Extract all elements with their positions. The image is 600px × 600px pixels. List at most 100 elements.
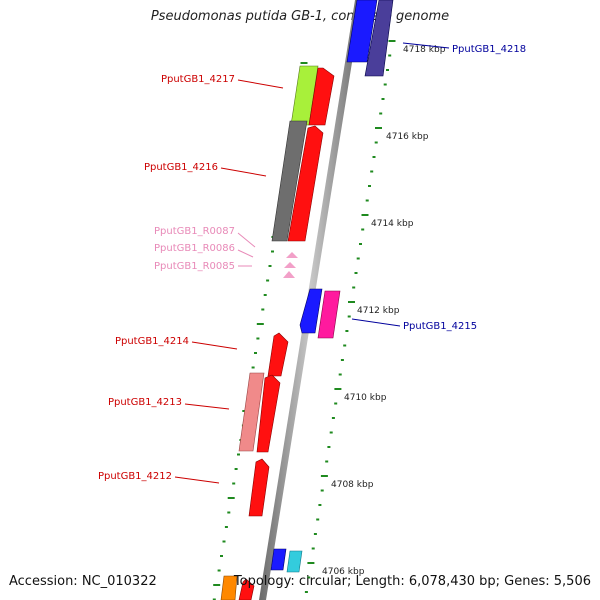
scale-tick xyxy=(320,489,324,492)
gene-label-4215[interactable]: PputGB1_4215 xyxy=(403,321,477,332)
scale-tick xyxy=(300,62,308,64)
scale-tick xyxy=(251,366,255,369)
scale-tick xyxy=(325,460,329,463)
gene-arrow-4218-blue[interactable] xyxy=(346,0,378,63)
scale-tick xyxy=(261,308,265,311)
accession-text: Accession: NC_010322 xyxy=(9,574,157,589)
scale-tick xyxy=(368,185,371,187)
scale-labels: 4718 kbp 4716 kbp 4714 kbp 4712 kbp 4710… xyxy=(322,45,446,577)
scale-tick xyxy=(307,562,315,564)
gene-arrow-4214-red[interactable] xyxy=(267,332,289,377)
scale-tick xyxy=(237,453,240,456)
gene-arrow-bottom-cyan[interactable] xyxy=(286,550,303,573)
gene-label-r0085[interactable]: PputGB1_R0085 xyxy=(154,261,235,272)
gene-label-4218[interactable]: PputGB1_4218 xyxy=(452,44,526,55)
scale-tick xyxy=(375,127,382,129)
gene-features xyxy=(220,0,394,600)
scale-tick xyxy=(347,315,351,318)
scale-tick xyxy=(365,199,369,202)
scale-tick xyxy=(370,170,374,173)
scale-tick xyxy=(217,569,221,572)
scale-tick xyxy=(271,250,274,253)
scale-tick xyxy=(372,156,376,158)
scale-tick xyxy=(327,446,331,448)
scale-tick xyxy=(334,402,338,405)
gene-arrow-bottom-orange[interactable] xyxy=(220,575,238,600)
gene-arrow-4216-red[interactable] xyxy=(287,125,324,242)
scale-tick xyxy=(334,388,342,390)
gene-label-4213[interactable]: PputGB1_4213 xyxy=(108,397,182,408)
scale-tick xyxy=(313,533,317,535)
scale-tick xyxy=(227,511,231,514)
scale-label: 4710 kbp xyxy=(344,393,387,403)
scale-tick xyxy=(348,301,355,303)
scale-tick xyxy=(361,214,369,216)
scale-tick xyxy=(266,279,270,282)
gene-arrow-bottom-red[interactable] xyxy=(238,578,255,600)
scale-tick xyxy=(222,540,226,543)
scale-tick xyxy=(254,352,257,354)
gene-trna-r0085[interactable] xyxy=(283,271,295,278)
scale-tick xyxy=(356,257,360,260)
scale-tick xyxy=(343,344,347,347)
gene-label-r0087[interactable]: PputGB1_R0087 xyxy=(154,226,235,237)
gene-label-4214[interactable]: PputGB1_4214 xyxy=(115,336,189,347)
scale-tick xyxy=(354,272,358,274)
gene-arrow-4215-pink[interactable] xyxy=(317,290,341,339)
scale-label: 4716 kbp xyxy=(386,132,429,142)
gene-arrow-bottom-blue[interactable] xyxy=(270,548,287,571)
scale-tick xyxy=(329,431,333,434)
gene-labels: PputGB1_4218 PputGB1_4217 PputGB1_4216 P… xyxy=(98,44,526,482)
scale-tick xyxy=(318,504,322,506)
scale-tick xyxy=(374,141,378,144)
leader-lines xyxy=(174,42,450,484)
summary-text: Topology: circular; Length: 6,078,430 bp… xyxy=(233,574,591,589)
gene-label-4212[interactable]: PputGB1_4212 xyxy=(98,471,172,482)
gene-label-4216[interactable]: PputGB1_4216 xyxy=(144,162,218,173)
scale-tick xyxy=(234,468,238,470)
scale-label: 4714 kbp xyxy=(371,219,414,229)
scale-tick xyxy=(379,112,383,115)
scale-tick xyxy=(388,40,396,42)
scale-tick xyxy=(311,547,315,550)
scale-tick xyxy=(220,555,223,557)
gene-arrow-4216-gray[interactable] xyxy=(271,120,308,242)
gene-trna-r0087[interactable] xyxy=(286,252,298,258)
scale-tick xyxy=(338,373,342,376)
scale-tick xyxy=(227,497,235,499)
gene-trna-r0086[interactable] xyxy=(284,262,296,268)
scale-tick xyxy=(316,518,320,521)
scale-tick xyxy=(388,54,392,57)
scale-tick xyxy=(331,417,335,419)
scale-tick xyxy=(224,526,228,528)
gene-arrow-4213-red[interactable] xyxy=(256,374,281,453)
scale-tick xyxy=(381,98,385,100)
gene-label-4217[interactable]: PputGB1_4217 xyxy=(161,74,235,85)
scale-label: 4712 kbp xyxy=(357,306,400,316)
scale-tick xyxy=(386,69,389,71)
gene-arrow-4213-salmon[interactable] xyxy=(238,372,265,452)
scale-tick xyxy=(361,228,365,231)
scale-tick xyxy=(256,337,260,340)
scale-label: 4718 kbp xyxy=(403,45,446,55)
scale-tick xyxy=(304,591,308,593)
scale-tick xyxy=(340,359,344,361)
scale-tick xyxy=(359,243,362,245)
gene-arrow-4217-red[interactable] xyxy=(308,67,335,126)
gene-arrow-4215-blue[interactable] xyxy=(299,288,323,334)
scale-label: 4708 kbp xyxy=(331,480,374,490)
scale-tick xyxy=(256,323,264,325)
scale-label: 4706 kbp xyxy=(322,567,365,577)
scale-tick xyxy=(352,286,356,289)
gene-arrow-4218-navy[interactable] xyxy=(364,0,394,77)
scale-tick xyxy=(307,576,311,579)
gene-label-r0086[interactable]: PputGB1_R0086 xyxy=(154,243,235,254)
scale-tick xyxy=(212,598,216,600)
scale-tick xyxy=(232,482,236,485)
scale-tick xyxy=(263,294,267,296)
scale-tick xyxy=(268,265,272,267)
scale-tick xyxy=(345,330,349,332)
gene-arrow-4212-red[interactable] xyxy=(248,458,270,517)
scale-tick xyxy=(320,475,328,477)
